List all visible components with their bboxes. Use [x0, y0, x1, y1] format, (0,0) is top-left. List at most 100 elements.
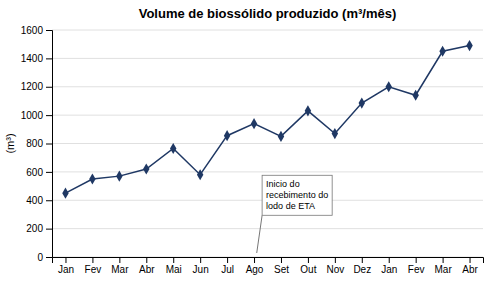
annotation-text: Inicio dorecebimento dolodo de ETA [266, 179, 328, 211]
x-tick: Mai [166, 257, 182, 275]
x-tick-label: Fev [408, 264, 425, 275]
x-tick-mark [119, 257, 120, 263]
x-axis: Jan Fev Mar Abr Mai Jun Jul Ago Set Out Nov Dez Jan F… [53, 257, 484, 275]
x-tick: Fev [408, 257, 425, 275]
x-tick-mark [173, 257, 174, 263]
annotation-line [257, 215, 262, 253]
x-tick-mark [470, 257, 471, 263]
y-tick-mark [46, 144, 52, 145]
x-tick-label: Jul [221, 264, 234, 275]
y-tick-label: 1400 [21, 53, 44, 64]
y-tick-mark [46, 58, 52, 59]
x-tick-label: Set [274, 264, 289, 275]
y-tick-mark [46, 229, 52, 230]
y-tick: 200 [26, 223, 52, 234]
x-tick-label: Abr [462, 264, 478, 275]
plot: 0 200 400 600 800 1000 1200 1400 1600 Jan Fev Mar Ab… [21, 25, 484, 275]
x-tick-mark [308, 257, 309, 263]
x-tick-mark [335, 257, 336, 263]
marker [251, 118, 257, 129]
x-tick: Jun [193, 257, 209, 275]
y-tick-label: 1000 [21, 110, 44, 121]
x-tick: Jan [381, 257, 397, 275]
y-tick-mark [46, 87, 52, 88]
x-tick: Jul [221, 257, 234, 275]
y-tick-label: 1600 [21, 25, 44, 36]
y-axis: 0 200 400 600 800 1000 1200 1400 1600 [21, 25, 53, 263]
x-tick-label: Mar [111, 264, 129, 275]
y-tick-label: 400 [26, 195, 43, 206]
y-tick: 1000 [21, 110, 52, 121]
y-tick: 1600 [21, 25, 52, 36]
y-tick: 1200 [21, 81, 52, 92]
x-tick-mark [200, 257, 201, 263]
x-tick: Abr [462, 257, 478, 275]
y-tick-mark [46, 115, 52, 116]
x-tick: Fev [85, 257, 102, 275]
y-tick: 800 [26, 138, 52, 149]
y-tick-mark [46, 30, 52, 31]
marker [224, 130, 230, 141]
y-tick: 0 [37, 252, 52, 263]
x-tick-mark [281, 257, 282, 263]
marker [116, 171, 122, 182]
y-tick-label: 800 [26, 138, 43, 149]
x-tick-mark [416, 257, 417, 263]
x-tick: Mar [434, 257, 452, 275]
marker [439, 46, 445, 57]
marker [305, 105, 311, 116]
x-axis-line [53, 258, 484, 264]
y-tick-label: 200 [26, 223, 43, 234]
marker [332, 128, 338, 139]
marker [466, 40, 472, 51]
marker [170, 143, 176, 154]
marker [197, 169, 203, 180]
y-tick: 1400 [21, 53, 52, 64]
x-tick-mark [146, 257, 147, 263]
x-tick-mark [227, 257, 228, 263]
line [65, 46, 469, 194]
x-tick: Ago [246, 257, 264, 275]
x-tick: Jan [58, 257, 74, 275]
x-tick-label: Nov [326, 264, 344, 275]
x-tick-mark [254, 257, 255, 263]
y-tick: 400 [26, 195, 52, 206]
x-tick-label: Abr [139, 264, 155, 275]
x-tick-label: Jan [381, 264, 397, 275]
y-tick-label: 0 [37, 252, 43, 263]
x-tick: Out [300, 257, 316, 275]
x-tick-label: Jun [193, 264, 209, 275]
grid-line [52, 86, 483, 87]
x-tick-mark [92, 257, 93, 263]
x-tick-label: Mai [166, 264, 182, 275]
x-tick-mark [65, 257, 66, 263]
x-tick: Dez [353, 257, 371, 275]
marker [62, 188, 68, 199]
y-axis-title: (m³) [4, 133, 16, 153]
annotation-box [262, 175, 332, 215]
title: Volume de biossólido produzido (m³/mês) [139, 6, 397, 21]
grid-line [52, 143, 483, 144]
y-tick-label: 600 [26, 167, 43, 178]
x-tick-label: Ago [246, 264, 264, 275]
x-tick-label: Fev [85, 264, 102, 275]
x-tick-label: Dez [353, 264, 371, 275]
y-tick-mark [46, 200, 52, 201]
y-tick: 600 [26, 167, 52, 178]
annotation: Inicio dorecebimento dolodo de ETA [257, 175, 332, 253]
x-tick: Abr [139, 257, 155, 275]
x-tick-label: Jan [58, 264, 74, 275]
marker [89, 173, 95, 184]
grid-line [52, 30, 483, 31]
chart: Volume de biossólido produzido (m³/mês) 0… [0, 0, 497, 281]
grid-line [52, 171, 483, 172]
x-tick-label: Out [300, 264, 316, 275]
grid-line [52, 228, 483, 229]
x-tick: Set [274, 257, 289, 275]
x-tick: Nov [326, 257, 344, 275]
marker [412, 90, 418, 101]
grid-line [52, 115, 483, 116]
x-tick: Mar [111, 257, 129, 275]
grid [52, 30, 483, 257]
y-axis-line [46, 31, 53, 258]
